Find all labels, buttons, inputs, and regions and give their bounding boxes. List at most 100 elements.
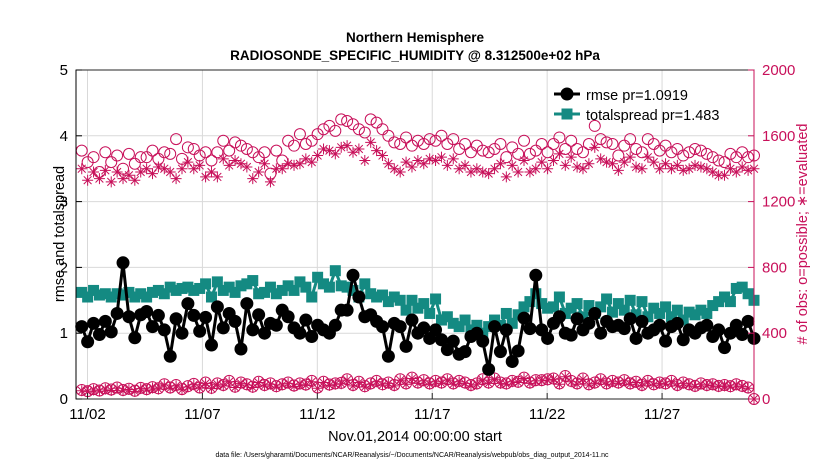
totalspread-point [424, 307, 436, 319]
rmse-point [352, 290, 366, 304]
x-axis-label: Nov.01,2014 00:00:00 start [328, 429, 502, 445]
rmse-point [476, 334, 490, 348]
obs-evaluated-point [660, 378, 672, 390]
obs-evaluated-point [111, 382, 123, 394]
rmse-point [75, 320, 89, 334]
rmse-point [629, 331, 643, 345]
rmse-point [676, 333, 690, 347]
obs-evaluated-point [689, 381, 701, 393]
obs-evaluated-point [400, 378, 412, 390]
obs-evaluated-point [341, 140, 353, 152]
rmse-point [594, 326, 608, 340]
obs-possible-point [288, 139, 301, 152]
obs-evaluated-point [135, 166, 147, 178]
totalspread-point [624, 294, 636, 306]
obs-evaluated-point [648, 379, 660, 391]
rmse-point [735, 328, 749, 342]
rmse-point [305, 329, 319, 343]
obs-evaluated-point [365, 378, 377, 390]
totalspread-point [695, 304, 707, 316]
obs-possible-point [518, 134, 531, 147]
obs-evaluated-point [642, 151, 654, 163]
rmse-point [617, 322, 631, 336]
totalspread-point [394, 294, 406, 306]
totalspread-point [430, 293, 442, 305]
obs-evaluated-point [88, 384, 100, 396]
obs-possible-point [146, 144, 159, 157]
obs-evaluated-point [353, 143, 365, 155]
totalspread-point [459, 314, 471, 326]
obs-evaluated-point [630, 161, 642, 173]
obs-evaluated-point [270, 163, 282, 175]
obs-evaluated-point [211, 171, 223, 183]
obs-evaluated-point [559, 159, 571, 171]
rmse-point [151, 308, 165, 322]
totalspread-point [689, 309, 701, 321]
rmse-point [281, 310, 295, 324]
totalspread-point [93, 289, 105, 301]
obs-evaluated-point [88, 166, 100, 178]
obs-evaluated-point [595, 153, 607, 165]
obs-possible-point [352, 123, 365, 136]
obs-evaluated-point [630, 377, 642, 389]
totalspread-point [323, 281, 335, 293]
obs-evaluated-point [618, 375, 630, 387]
obs-evaluated-point [288, 159, 300, 171]
totalspread-point [500, 307, 512, 319]
rmse-point [375, 320, 389, 334]
totalspread-point [152, 284, 164, 296]
obs-evaluated-point [235, 158, 247, 170]
obs-evaluated-point [211, 378, 223, 390]
obs-evaluated-point [117, 173, 129, 185]
x-tick-label: 11/02 [69, 406, 105, 423]
obs-evaluated-point [323, 379, 335, 391]
obs-evaluated-point [459, 159, 471, 171]
obs-evaluated-point [447, 153, 459, 165]
obs-possible-point [293, 128, 306, 141]
rmse-point [140, 304, 154, 318]
totalspread-point [253, 288, 265, 300]
rmse-point [523, 322, 537, 336]
obs-evaluated-point [612, 377, 624, 389]
obs-possible-point [205, 154, 218, 167]
totalspread-point [123, 286, 135, 298]
totalspread-point [235, 280, 247, 292]
obs-evaluated-point [571, 161, 583, 173]
axes-layer: 0 1 2 3 4 5 0 400 800 1200 1600 2000 11/02 11/07 11/12… [60, 62, 796, 423]
rmse-point [482, 362, 496, 376]
obs-evaluated-point [736, 381, 748, 393]
totalspread-point [406, 294, 418, 306]
obs-evaluated-point [719, 380, 731, 392]
obs-evaluated-point [194, 382, 206, 394]
obs-evaluated-point [371, 145, 383, 157]
legend: rmse pr=1.0919 totalspread pr=1.483 [554, 87, 719, 124]
obs-possible-point [329, 124, 342, 137]
totalspread-point [518, 301, 530, 313]
y-right-tick-label: 1600 [762, 128, 795, 145]
rmse-point [128, 331, 142, 345]
obs-evaluated-point [253, 377, 265, 389]
obs-possible-point [87, 151, 100, 164]
rmse-point [623, 312, 637, 326]
rmse-point [529, 268, 543, 282]
obs-evaluated-point [400, 156, 412, 168]
rmse-point [98, 314, 112, 328]
rmse-point [293, 326, 307, 340]
totalspread-point [636, 296, 648, 308]
obs-evaluated-point [536, 375, 548, 387]
obs-evaluated-point [418, 375, 430, 387]
rmse-point [234, 342, 248, 356]
obs-evaluated-point [453, 163, 465, 175]
obs-evaluated-point [123, 383, 135, 395]
obs-evaluated-point [200, 377, 212, 389]
rmse-point [204, 338, 218, 352]
totalspread-point [418, 298, 430, 310]
obs-evaluated-point [606, 158, 618, 170]
obs-evaluated-point [677, 164, 689, 176]
totalspread-point [371, 291, 383, 303]
rmse-point [175, 326, 189, 340]
obs-possible-point [700, 147, 713, 160]
obs-evaluated-point [158, 379, 170, 391]
series-evaluated-lower- [76, 371, 760, 405]
